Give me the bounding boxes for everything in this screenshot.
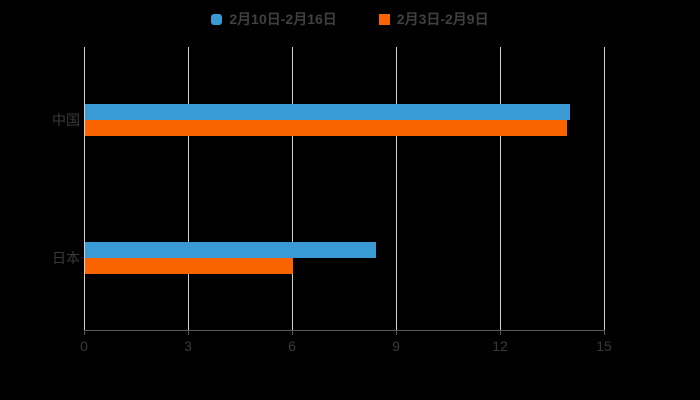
bar[interactable] <box>85 242 377 258</box>
gridline <box>292 47 293 330</box>
x-axis-line <box>84 330 605 331</box>
x-tick-label: 6 <box>288 338 296 354</box>
tick-mark <box>500 330 501 335</box>
tick-mark <box>396 330 397 335</box>
bar[interactable] <box>85 120 567 136</box>
legend-label-series-2: 2月3日-2月9日 <box>396 11 489 27</box>
gridline <box>396 47 397 330</box>
gridline <box>604 47 605 330</box>
gridline <box>84 47 85 330</box>
chart-legend: 2月10日-2月16日 2月3日-2月9日 <box>0 8 700 30</box>
x-tick-label: 3 <box>184 338 192 354</box>
legend-label-series-1: 2月10日-2月16日 <box>229 11 337 27</box>
gridline <box>500 47 501 330</box>
x-tick-label: 15 <box>596 338 612 354</box>
gridline <box>188 47 189 330</box>
tick-mark <box>84 330 85 335</box>
legend-item-series-2[interactable]: 2月3日-2月9日 <box>378 11 489 27</box>
plot-area: 0 3 6 9 12 15 <box>80 47 612 354</box>
tick-mark <box>292 330 293 335</box>
tick-mark <box>604 330 605 335</box>
bar[interactable] <box>85 104 571 120</box>
x-tick-label: 12 <box>492 338 508 354</box>
x-tick-label: 9 <box>392 338 400 354</box>
legend-item-series-1[interactable]: 2月10日-2月16日 <box>211 11 337 27</box>
legend-marker-square-icon <box>378 13 390 25</box>
y-axis-category-label: 中国 <box>52 112 80 128</box>
x-tick-label: 0 <box>80 338 88 354</box>
y-axis-category-label: 日本 <box>52 250 80 266</box>
legend-marker-circle-icon <box>211 13 223 25</box>
tick-mark <box>188 330 189 335</box>
bar[interactable] <box>85 258 293 274</box>
